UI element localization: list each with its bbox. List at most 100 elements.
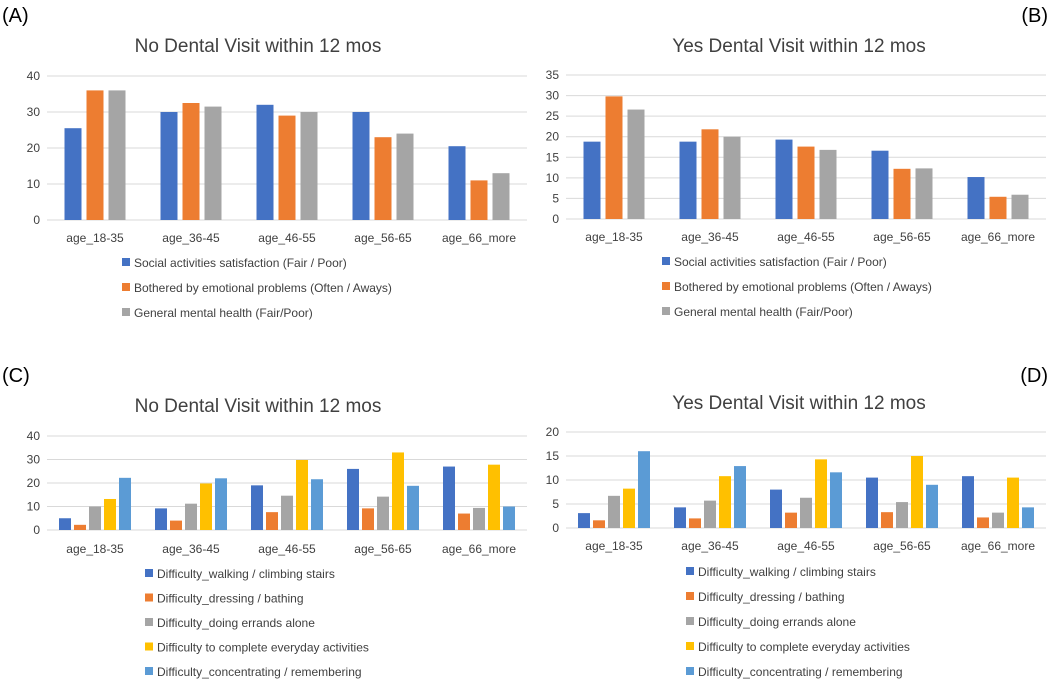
chart-title: Yes Dental Visit within 12 mos bbox=[672, 393, 925, 414]
y-tick-label: 30 bbox=[546, 89, 560, 103]
bar bbox=[300, 112, 318, 220]
bar bbox=[1011, 194, 1029, 219]
bar bbox=[1007, 477, 1019, 528]
chart-c: No Dental Visit within 12 mos 0 10 20 30 40 ag… bbox=[27, 396, 527, 679]
panel-label-b: (B) bbox=[1021, 5, 1048, 27]
bar bbox=[593, 520, 605, 528]
legend-swatch bbox=[122, 308, 130, 316]
legend-swatch bbox=[122, 283, 130, 291]
bar bbox=[64, 128, 82, 220]
legend-swatch bbox=[145, 667, 153, 675]
bar bbox=[204, 106, 222, 220]
legend-label: Social activities satisfaction (Fair / P… bbox=[674, 255, 887, 269]
y-tick-label: 30 bbox=[27, 453, 41, 467]
bar bbox=[281, 495, 293, 530]
bar bbox=[627, 109, 645, 219]
chart-d: Yes Dental Visit within 12 mos 0 5 10 15 20 ag… bbox=[546, 393, 1046, 679]
bar bbox=[89, 506, 101, 530]
bar bbox=[266, 512, 278, 530]
x-category-label: age_56-65 bbox=[873, 539, 931, 553]
legend-label: Difficulty_concentrating / remembering bbox=[157, 665, 362, 679]
bar bbox=[59, 518, 71, 530]
legend-swatch bbox=[145, 569, 153, 577]
bar bbox=[623, 488, 635, 528]
y-tick-label: 20 bbox=[27, 476, 41, 490]
chart-title: No Dental Visit within 12 mos bbox=[135, 36, 382, 57]
bar bbox=[170, 520, 182, 530]
bar bbox=[396, 133, 414, 220]
bar bbox=[926, 484, 938, 528]
y-tick-label: 15 bbox=[546, 449, 560, 463]
bar bbox=[362, 508, 374, 530]
bar bbox=[881, 512, 893, 528]
x-category-label: age_18-35 bbox=[66, 231, 124, 245]
bar bbox=[719, 476, 731, 528]
legend-label: Bothered by emotional problems (Often / … bbox=[134, 281, 392, 295]
bar bbox=[215, 478, 227, 530]
y-tick-label: 20 bbox=[27, 141, 41, 155]
legend-label: Difficulty_dressing / bathing bbox=[698, 590, 845, 604]
y-tick-label: 30 bbox=[27, 105, 41, 119]
x-category-label: age_66_more bbox=[961, 230, 1035, 244]
bar bbox=[160, 112, 178, 220]
x-category-label: age_18-35 bbox=[585, 230, 643, 244]
bar bbox=[815, 459, 827, 528]
x-category-label: age_46-55 bbox=[777, 230, 835, 244]
legend-label: Difficulty_doing errands alone bbox=[698, 615, 856, 629]
bar bbox=[108, 90, 126, 221]
chart-b: Yes Dental Visit within 12 mos 0 5 10 15 20 25… bbox=[546, 36, 1046, 319]
y-tick-label: 10 bbox=[27, 177, 41, 191]
legend-swatch bbox=[686, 567, 694, 575]
x-category-label: age_56-65 bbox=[354, 231, 412, 245]
legend-swatch bbox=[145, 642, 153, 651]
y-tick-label: 10 bbox=[546, 171, 560, 185]
bar bbox=[473, 507, 485, 530]
legend-swatch bbox=[145, 593, 153, 602]
panel-label-c: (C) bbox=[2, 365, 30, 387]
bar bbox=[448, 146, 466, 220]
x-category-label: age_46-55 bbox=[777, 539, 835, 553]
legend-swatch bbox=[686, 592, 694, 600]
y-tick-label: 0 bbox=[33, 523, 40, 537]
x-category-label: age_36-45 bbox=[681, 230, 739, 244]
bar bbox=[470, 180, 488, 220]
bar bbox=[119, 477, 131, 530]
bar bbox=[377, 496, 389, 530]
x-category-label: age_36-45 bbox=[162, 542, 220, 556]
legend-swatch bbox=[686, 642, 694, 650]
bar bbox=[503, 506, 515, 530]
y-tick-label: 40 bbox=[27, 69, 41, 83]
bar bbox=[492, 173, 510, 220]
bar bbox=[256, 104, 274, 220]
x-category-label: age_36-45 bbox=[681, 539, 739, 553]
chart-title: Yes Dental Visit within 12 mos bbox=[672, 36, 925, 57]
legend-label: Difficulty_dressing / bathing bbox=[157, 592, 304, 606]
panel-label-d: (D) bbox=[1020, 365, 1048, 387]
x-category-label: age_46-55 bbox=[258, 231, 316, 245]
x-category-label: age_66_more bbox=[442, 542, 516, 556]
legend-label: Difficulty to complete everyday activiti… bbox=[698, 640, 910, 654]
bar bbox=[155, 508, 167, 530]
bar bbox=[638, 451, 650, 528]
chart-a: No Dental Visit within 12 mos 0 10 20 30 40 ag… bbox=[27, 36, 527, 320]
x-category-label: age_46-55 bbox=[258, 542, 316, 556]
legend-label: Difficulty_doing errands alone bbox=[157, 616, 315, 630]
bar bbox=[392, 452, 404, 530]
bar bbox=[800, 497, 812, 528]
bar bbox=[893, 168, 911, 219]
bar bbox=[443, 466, 455, 530]
bar bbox=[185, 503, 197, 530]
bar bbox=[977, 517, 989, 528]
legend-label: Difficulty_walking / climbing stairs bbox=[157, 567, 335, 581]
bar bbox=[86, 90, 104, 221]
bar bbox=[704, 500, 716, 528]
bar bbox=[896, 502, 908, 528]
bar bbox=[775, 139, 793, 219]
x-category-label: age_18-35 bbox=[585, 539, 643, 553]
bar bbox=[1022, 507, 1034, 528]
bar bbox=[915, 168, 933, 219]
y-tick-label: 40 bbox=[27, 429, 41, 443]
legend-swatch bbox=[145, 618, 153, 626]
bar bbox=[785, 512, 797, 528]
